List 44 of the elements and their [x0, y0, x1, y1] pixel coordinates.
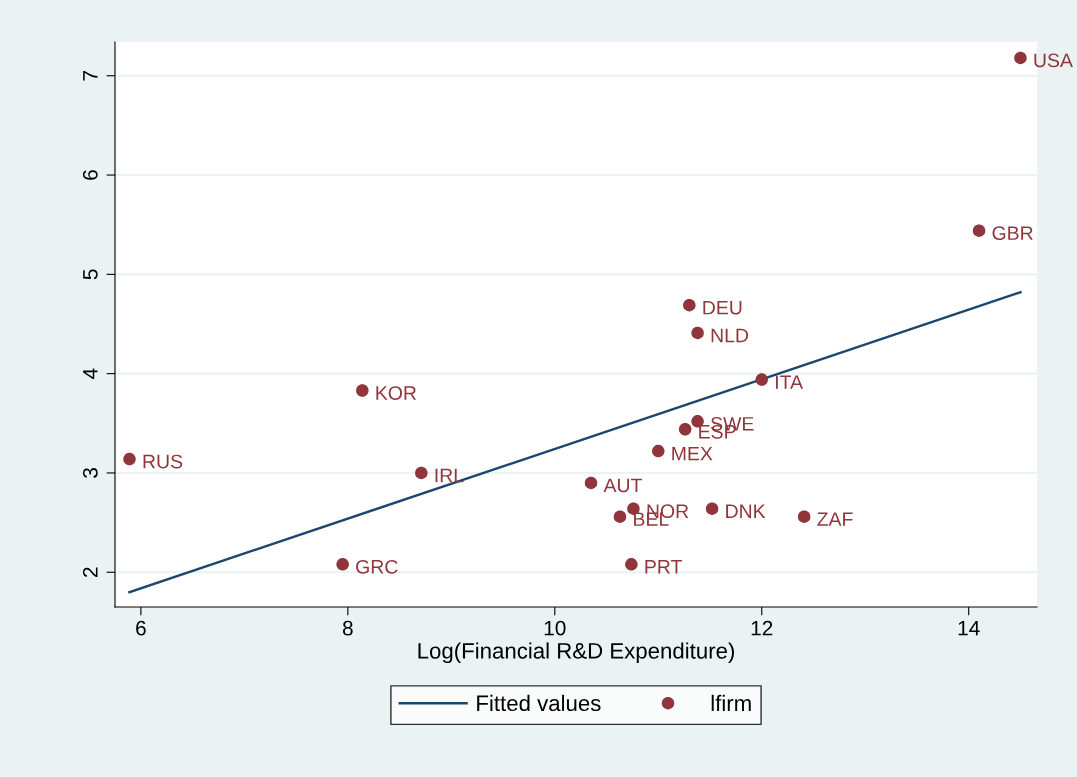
point	[613, 510, 627, 523]
point	[336, 558, 349, 571]
annotation: PRT	[645, 560, 682, 574]
annotation: USA	[1034, 53, 1073, 68]
annotation: MEX	[672, 446, 713, 461]
point	[584, 476, 598, 490]
point	[755, 373, 768, 386]
x-tick-label: 6	[136, 620, 146, 636]
point	[1014, 51, 1027, 65]
point	[972, 224, 986, 237]
x-tick-label: 10	[544, 620, 566, 636]
point	[683, 298, 696, 312]
annotation: GBR	[992, 226, 1033, 241]
x-tick-label: 14	[958, 620, 980, 636]
point	[705, 502, 719, 515]
annotation: ZAF	[817, 512, 853, 526]
y-tick-label: 2	[82, 567, 98, 577]
point	[625, 558, 638, 571]
y-tick-label: 6	[82, 170, 98, 180]
y-tick-label: 4	[83, 368, 98, 379]
y-tick-label: 3	[82, 468, 98, 478]
annotation: KOR	[376, 386, 417, 400]
annotation: AUT	[603, 478, 642, 493]
point	[652, 444, 665, 458]
annotation: GRC	[356, 559, 398, 574]
y-tick-label: 7	[83, 71, 98, 81]
legend-label: Fitted values	[477, 694, 601, 712]
y-tick-label: 5	[83, 269, 98, 280]
annotation: IRL	[435, 468, 464, 483]
point	[797, 510, 811, 523]
x-axis-title: Log(Financial R&D Expenditure)	[418, 642, 734, 664]
x-tick-label: 8	[342, 620, 353, 636]
point	[415, 466, 428, 480]
x-tick-label: 12	[751, 620, 773, 636]
annotation: NLD	[711, 328, 749, 343]
point	[678, 423, 692, 436]
annotation: DEU	[703, 300, 742, 315]
point	[123, 452, 136, 466]
legend-label: lfirm	[711, 694, 751, 711]
annotation: DNK	[726, 504, 766, 518]
annotation: ITA	[776, 375, 804, 389]
point	[356, 384, 369, 397]
point	[691, 326, 704, 340]
annotation: RUS	[143, 454, 183, 469]
